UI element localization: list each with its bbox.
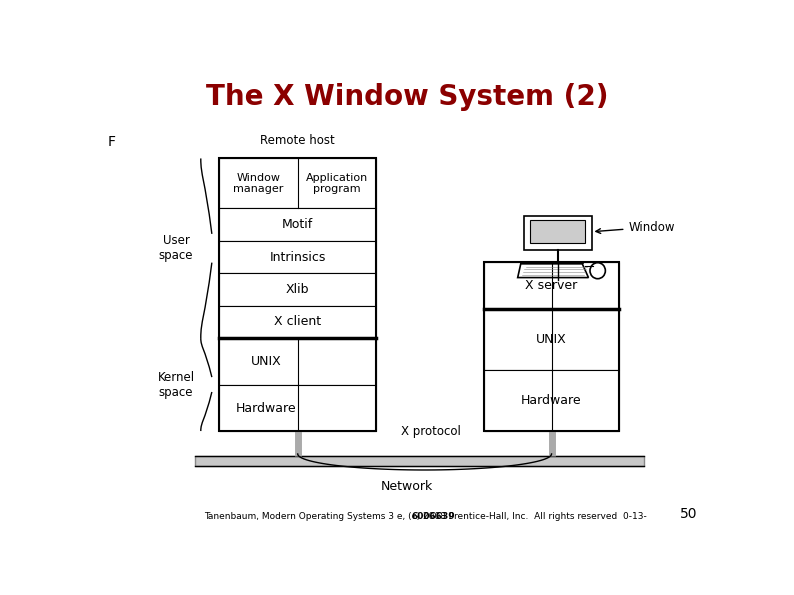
FancyBboxPatch shape: [484, 370, 619, 431]
Text: Window: Window: [596, 221, 675, 234]
FancyBboxPatch shape: [484, 262, 619, 309]
Text: UNIX: UNIX: [251, 355, 282, 368]
Text: Hardware: Hardware: [521, 394, 582, 407]
Text: Network: Network: [381, 480, 433, 493]
Text: Window
manager: Window manager: [233, 173, 283, 194]
Text: The X Window System (2): The X Window System (2): [206, 83, 608, 111]
Text: Remote host: Remote host: [260, 134, 335, 147]
Text: F: F: [107, 136, 115, 149]
Text: Hardware: Hardware: [236, 402, 297, 415]
Text: User
space: User space: [159, 234, 194, 262]
Text: 6006639: 6006639: [411, 512, 455, 521]
Polygon shape: [524, 216, 592, 250]
Text: X protocol: X protocol: [401, 425, 461, 438]
Text: Kernel
space: Kernel space: [157, 371, 195, 399]
FancyBboxPatch shape: [219, 208, 376, 241]
Text: X client: X client: [274, 315, 322, 328]
Text: Xlib: Xlib: [286, 283, 310, 296]
FancyBboxPatch shape: [195, 456, 644, 466]
Text: X server: X server: [526, 279, 578, 292]
Ellipse shape: [590, 262, 605, 278]
FancyBboxPatch shape: [219, 385, 376, 431]
Text: 50: 50: [680, 508, 697, 521]
FancyBboxPatch shape: [219, 306, 376, 338]
Text: Application
program: Application program: [306, 173, 368, 194]
Text: UNIX: UNIX: [536, 333, 567, 346]
Text: Motif: Motif: [282, 218, 314, 231]
FancyBboxPatch shape: [219, 273, 376, 306]
FancyBboxPatch shape: [219, 158, 376, 208]
Text: Tanenbaum, Modern Operating Systems 3 e, (c) 2008 Prentice-Hall, Inc.  All right: Tanenbaum, Modern Operating Systems 3 e,…: [204, 512, 646, 521]
Polygon shape: [518, 264, 588, 277]
FancyBboxPatch shape: [219, 338, 376, 385]
FancyBboxPatch shape: [484, 309, 619, 370]
Text: Intrinsics: Intrinsics: [269, 250, 326, 264]
Polygon shape: [530, 220, 585, 243]
FancyBboxPatch shape: [219, 241, 376, 273]
